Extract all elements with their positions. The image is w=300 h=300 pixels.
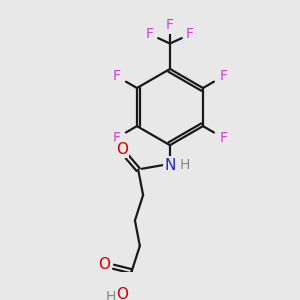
- Text: O: O: [116, 142, 128, 157]
- Text: H: H: [179, 158, 190, 172]
- Text: O: O: [117, 287, 129, 300]
- Text: N: N: [164, 158, 175, 172]
- Text: O: O: [98, 256, 110, 272]
- Text: F: F: [146, 28, 154, 41]
- Text: F: F: [112, 69, 121, 83]
- Text: H: H: [106, 290, 116, 300]
- Text: F: F: [186, 28, 194, 41]
- Text: F: F: [166, 18, 174, 32]
- Text: F: F: [219, 131, 227, 145]
- Text: F: F: [219, 69, 227, 83]
- Text: F: F: [112, 131, 121, 145]
